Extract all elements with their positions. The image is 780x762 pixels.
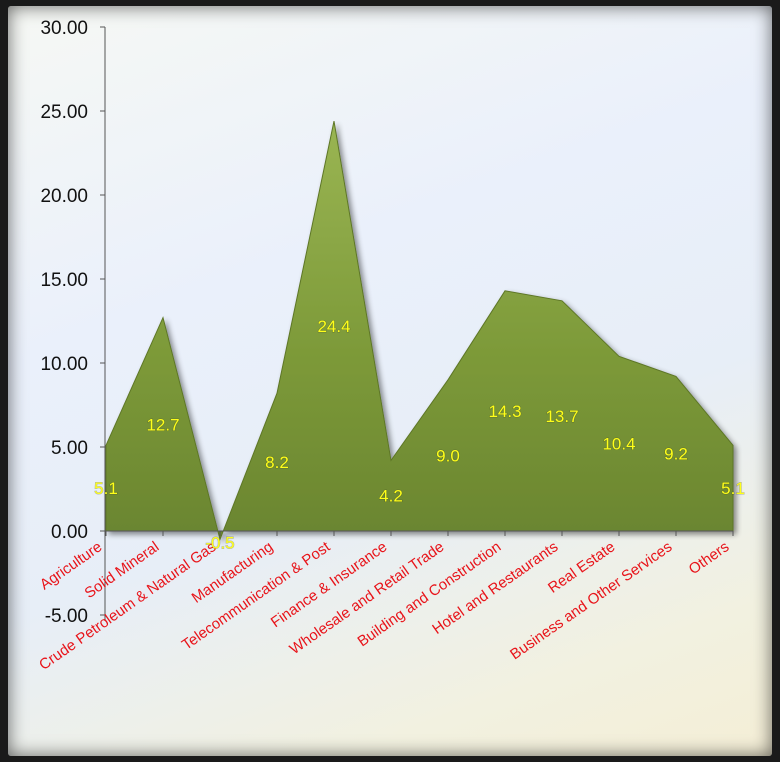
y-tick-label: 0.00 — [51, 522, 88, 543]
data-label: -0.5 — [205, 533, 234, 552]
data-label: 4.2 — [379, 487, 403, 506]
y-tick-label: 30.00 — [40, 18, 88, 39]
data-label: 10.4 — [602, 435, 635, 454]
x-category-label: Others — [686, 538, 733, 578]
data-label: 5.1 — [94, 479, 118, 498]
y-tick-label: -5.00 — [45, 606, 88, 627]
data-label: 9.2 — [664, 445, 688, 464]
data-label: 8.2 — [265, 453, 289, 472]
area-layer — [105, 120, 734, 542]
axes-layer: 30.0025.0020.0015.0010.005.000.00-5.00Ag… — [36, 18, 734, 674]
data-label: 5.1 — [721, 479, 745, 498]
y-tick-label: 5.00 — [51, 438, 88, 459]
data-label: 24.4 — [317, 317, 350, 336]
y-tick-label: 25.00 — [40, 102, 88, 123]
data-label: 12.7 — [146, 415, 179, 434]
data-label: 14.3 — [488, 402, 521, 421]
y-tick-label: 10.00 — [40, 354, 88, 375]
data-label: 13.7 — [545, 407, 578, 426]
y-tick-label: 15.00 — [40, 270, 88, 291]
y-tick-label: 20.00 — [40, 186, 88, 207]
series-area — [105, 120, 734, 542]
labels-layer: 5.1 12.7 -0.5 8.2 24.4 4.2 9.0 14.3 13.7 10.4 9.2 5… — [94, 317, 746, 553]
data-label: 9.0 — [436, 446, 460, 465]
